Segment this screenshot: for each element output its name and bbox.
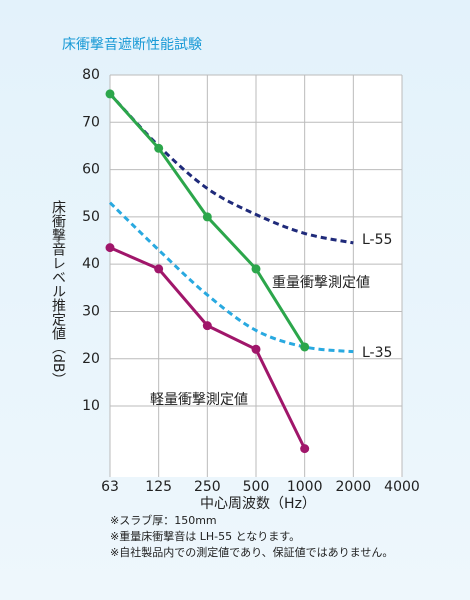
y-axis-label: 床衝撃音レベル推定値（dB） [50,200,66,387]
series-label: L-35 [362,345,392,361]
data-point [300,444,310,454]
y-tick-label: 80 [82,67,100,83]
series-label: L-55 [362,232,392,248]
data-point [251,344,261,354]
x-tick-label: 250 [194,479,221,495]
series-label: 軽量衝撃測定値 [150,392,248,408]
y-tick-label: 60 [82,162,100,178]
x-tick-label: 500 [243,479,270,495]
y-tick-label: 10 [82,398,100,414]
chart-title: 床衝撃音遮断性能試験 [62,36,202,53]
y-tick-label: 70 [82,114,100,130]
data-point [105,89,115,99]
y-tick-label: 50 [82,209,100,225]
x-tick-label: 63 [101,479,119,495]
x-tick-label: 4000 [384,479,420,495]
data-point [202,212,212,222]
y-tick-label: 30 [82,303,100,319]
y-tick-label: 20 [82,351,100,367]
data-point [202,321,212,331]
data-point [300,342,310,352]
x-tick-label: 2000 [336,479,372,495]
data-point [154,143,164,153]
series-label: 重量衝撃測定値 [272,275,370,291]
data-point [105,243,115,253]
data-point [251,264,261,274]
x-tick-label: 1000 [287,479,323,495]
x-tick-label: 125 [145,479,172,495]
note: ※自社製品内での測定値であり、保証値ではありません。 [110,545,393,559]
note: ※スラブ厚：150mm [110,513,217,527]
y-tick-label: 40 [82,256,100,272]
data-point [154,264,164,274]
x-axis-label: 中心周波数（Hz） [200,496,316,512]
note: ※重量床衝撃音は LH-55 となります。 [110,529,300,543]
